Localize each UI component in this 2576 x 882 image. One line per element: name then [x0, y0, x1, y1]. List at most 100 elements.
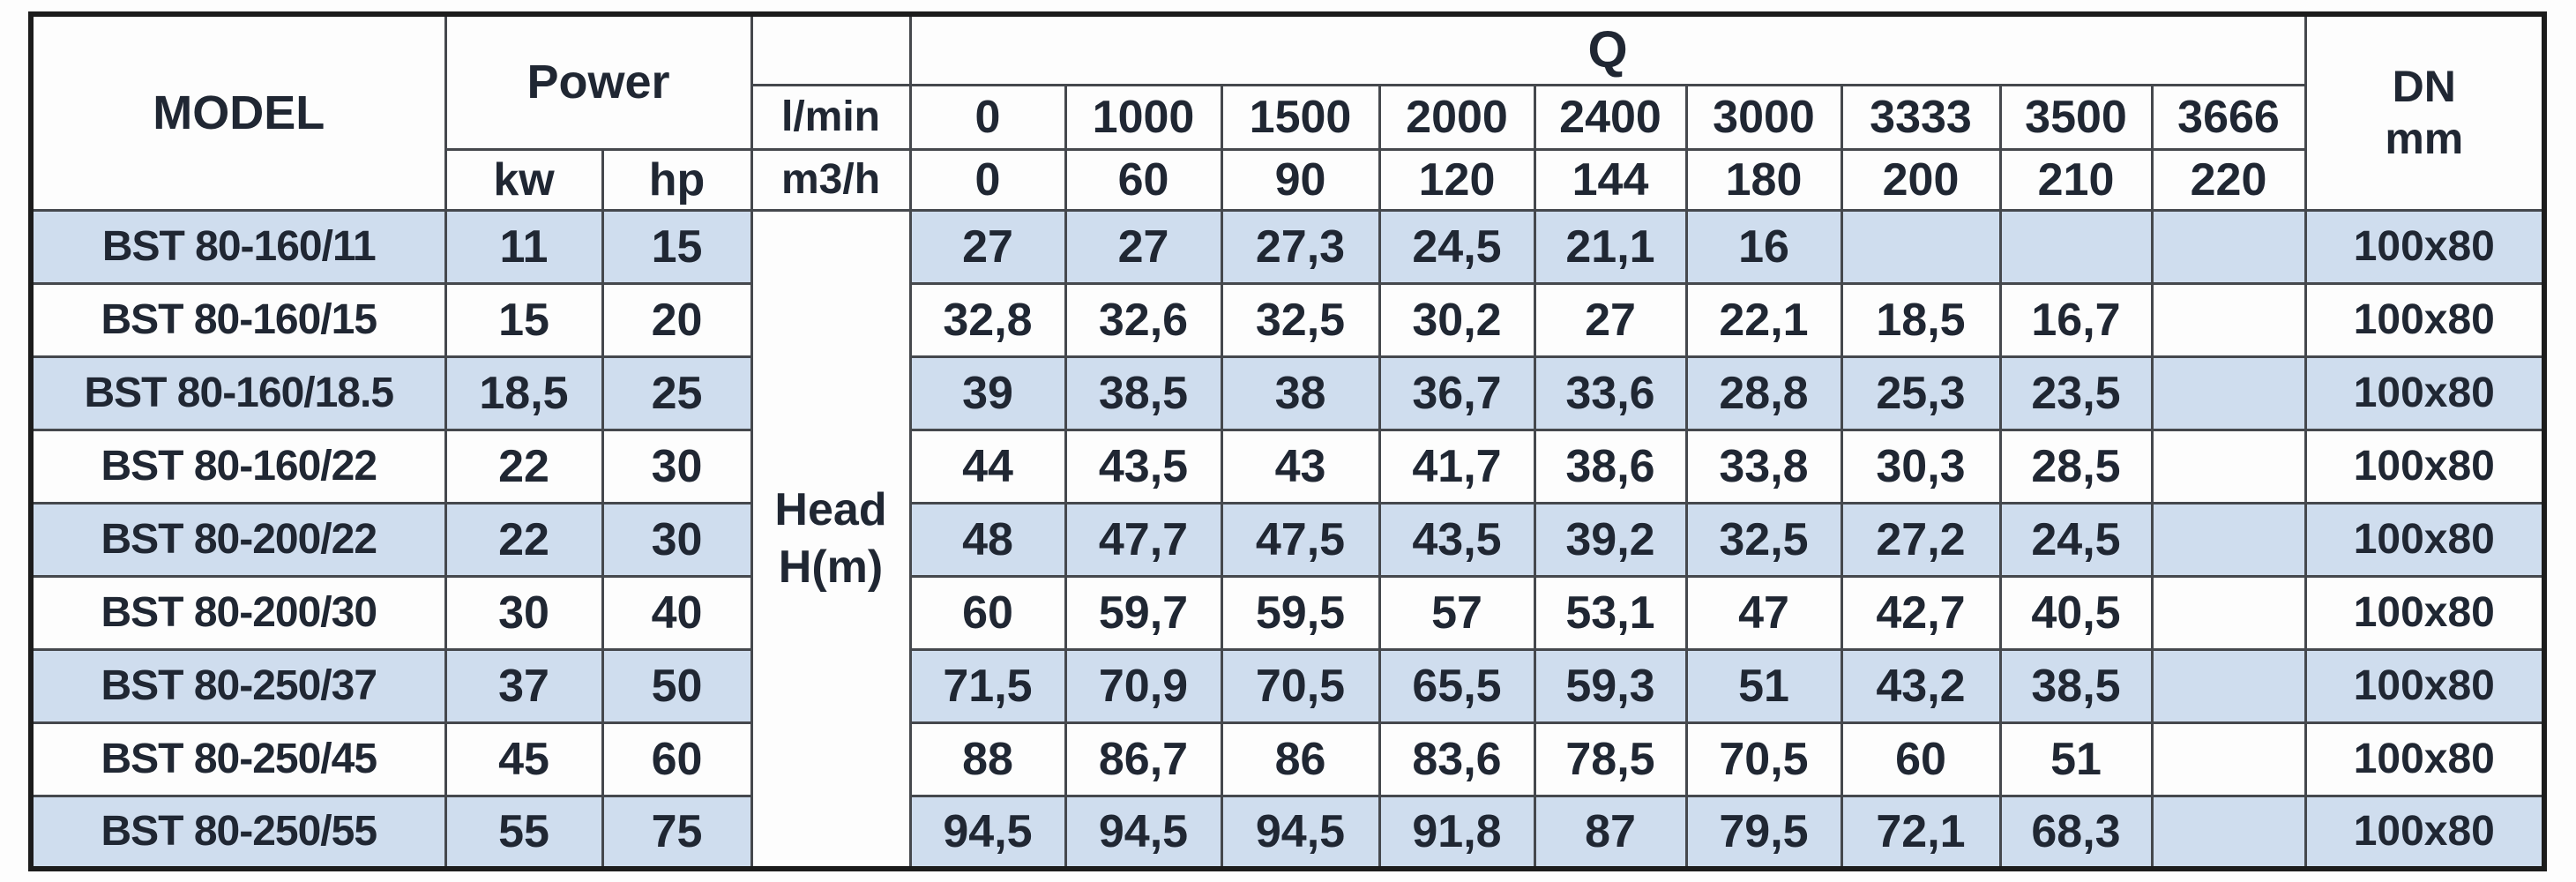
head-value-cell: 38,6: [1533, 428, 1688, 505]
flow-m3h-60: 60: [1064, 147, 1223, 212]
head-value-cell: 24,5: [1378, 208, 1536, 285]
kw-cell: 22: [444, 501, 604, 578]
kw-cell: 11: [444, 208, 604, 285]
head-value-cell: 60: [908, 574, 1067, 651]
head-value-cell: 32,5: [1684, 501, 1843, 578]
dn-label: DN: [2392, 61, 2456, 111]
table-row: BST 80-160/11 11 15 Head H(m) 27 27 27,3…: [29, 208, 2546, 871]
hp-cell: 75: [601, 794, 753, 871]
kw-cell: 15: [444, 281, 604, 358]
head-value-cell: 33,8: [1684, 428, 1843, 505]
model-cell: BST 80-200/22: [29, 501, 447, 578]
head-value-cell: 38,5: [1998, 647, 2154, 724]
unit-lmin-label: l/min: [750, 83, 912, 151]
head-value-cell: [2150, 208, 2307, 285]
flow-lmin-1500: 1500: [1220, 83, 1381, 151]
hp-cell: 20: [601, 281, 753, 358]
head-value-cell: 28,8: [1684, 355, 1843, 431]
pump-spec-table: MODEL Power Q DN mm l/min 0 1000 1500 20…: [28, 11, 2548, 871]
head-value-cell: 53,1: [1533, 574, 1688, 651]
kw-column-header: kw: [444, 147, 604, 212]
head-value-cell: 51: [1684, 647, 1843, 724]
head-value-cell: 43,2: [1840, 647, 2002, 724]
hp-cell: 15: [601, 208, 753, 285]
model-column-header: MODEL: [29, 12, 447, 212]
model-cell: BST 80-200/30: [29, 574, 447, 651]
dn-cell: 100x80: [2303, 355, 2546, 431]
head-value-cell: 59,7: [1064, 574, 1223, 651]
header-row-1: MODEL Power Q DN mm: [29, 12, 2546, 212]
dn-cell: 100x80: [2303, 574, 2546, 651]
flow-lmin-2000: 2000: [1378, 83, 1536, 151]
head-value-cell: 27: [1533, 281, 1688, 358]
flow-lmin-1000: 1000: [1064, 83, 1223, 151]
head-value-cell: 43,5: [1378, 501, 1536, 578]
flow-m3h-0: 0: [908, 147, 1067, 212]
hp-cell: 30: [601, 501, 753, 578]
head-value-cell: 57: [1378, 574, 1536, 651]
head-value-cell: 94,5: [908, 794, 1067, 871]
head-value-cell: 71,5: [908, 647, 1067, 724]
unit-m3h-label: m3/h: [750, 147, 912, 212]
flow-m3h-90: 90: [1220, 147, 1381, 212]
head-value-cell: 43: [1220, 428, 1381, 505]
head-value-cell: 83,6: [1378, 721, 1536, 797]
model-cell: BST 80-160/18.5: [29, 355, 447, 431]
kw-cell: 22: [444, 428, 604, 505]
kw-cell: 55: [444, 794, 604, 871]
head-value-cell: 43,5: [1064, 428, 1223, 505]
head-value-cell: 59,5: [1220, 574, 1381, 651]
head-value-cell: 47,7: [1064, 501, 1223, 578]
head-value-cell: 40,5: [1998, 574, 2154, 651]
flow-m3h-200: 200: [1840, 147, 2002, 212]
hp-cell: 30: [601, 428, 753, 505]
head-value-cell: 30,3: [1840, 428, 2002, 505]
table-row: BST 80-160/22 22 30 44 43,5 43 41,7 38,6…: [29, 428, 2546, 505]
head-value-cell: 59,3: [1533, 647, 1688, 724]
dn-cell: 100x80: [2303, 428, 2546, 505]
head-value-cell: [2150, 428, 2307, 505]
head-value-cell: [1840, 208, 2002, 285]
table-row: BST 80-200/30 30 40 60 59,7 59,5 57 53,1…: [29, 574, 2546, 651]
head-value-cell: [2150, 794, 2307, 871]
head-value-cell: 38: [1220, 355, 1381, 431]
hp-cell: 50: [601, 647, 753, 724]
head-value-cell: 72,1: [1840, 794, 2002, 871]
head-value-cell: 32,6: [1064, 281, 1223, 358]
head-value-cell: 27: [1064, 208, 1223, 285]
table-row: BST 80-250/55 55 75 94,5 94,5 94,5 91,8 …: [29, 794, 2546, 871]
head-value-cell: 24,5: [1998, 501, 2154, 578]
power-column-header: Power: [444, 12, 753, 151]
model-cell: BST 80-160/15: [29, 281, 447, 358]
head-value-cell: 16: [1684, 208, 1843, 285]
flow-lmin-3500: 3500: [1998, 83, 2154, 151]
head-value-cell: 87: [1533, 794, 1688, 871]
head-value-cell: [2150, 647, 2307, 724]
dn-cell: 100x80: [2303, 501, 2546, 578]
table-row: BST 80-160/18.5 18,5 25 39 38,5 38 36,7 …: [29, 355, 2546, 431]
head-value-cell: [1998, 208, 2154, 285]
flow-m3h-210: 210: [1998, 147, 2154, 212]
table-row: BST 80-250/45 45 60 88 86,7 86 83,6 78,5…: [29, 721, 2546, 797]
head-value-cell: [2150, 501, 2307, 578]
head-value-cell: [2150, 281, 2307, 358]
head-value-cell: [2150, 574, 2307, 651]
table-body: BST 80-160/11 11 15 Head H(m) 27 27 27,3…: [29, 208, 2546, 871]
table-header: MODEL Power Q DN mm l/min 0 1000 1500 20…: [29, 12, 2546, 212]
dn-cell: 100x80: [2303, 208, 2546, 285]
head-value-cell: 86: [1220, 721, 1381, 797]
flow-m3h-144: 144: [1533, 147, 1688, 212]
flow-lmin-0: 0: [908, 83, 1067, 151]
header-row-m3h: kw hp m3/h 0 60 90 120 144 180 200 210 2…: [31, 147, 2544, 212]
head-value-cell: 79,5: [1684, 794, 1843, 871]
hp-column-header: hp: [601, 147, 753, 212]
head-value-cell: 36,7: [1378, 355, 1536, 431]
flow-m3h-120: 120: [1378, 147, 1536, 212]
head-value-cell: 65,5: [1378, 647, 1536, 724]
head-unit-label: H(m): [778, 541, 884, 593]
head-value-cell: 21,1: [1533, 208, 1688, 285]
head-value-cell: 25,3: [1840, 355, 2002, 431]
head-value-cell: 39,2: [1533, 501, 1688, 578]
kw-cell: 37: [444, 647, 604, 724]
head-value-cell: 78,5: [1533, 721, 1688, 797]
